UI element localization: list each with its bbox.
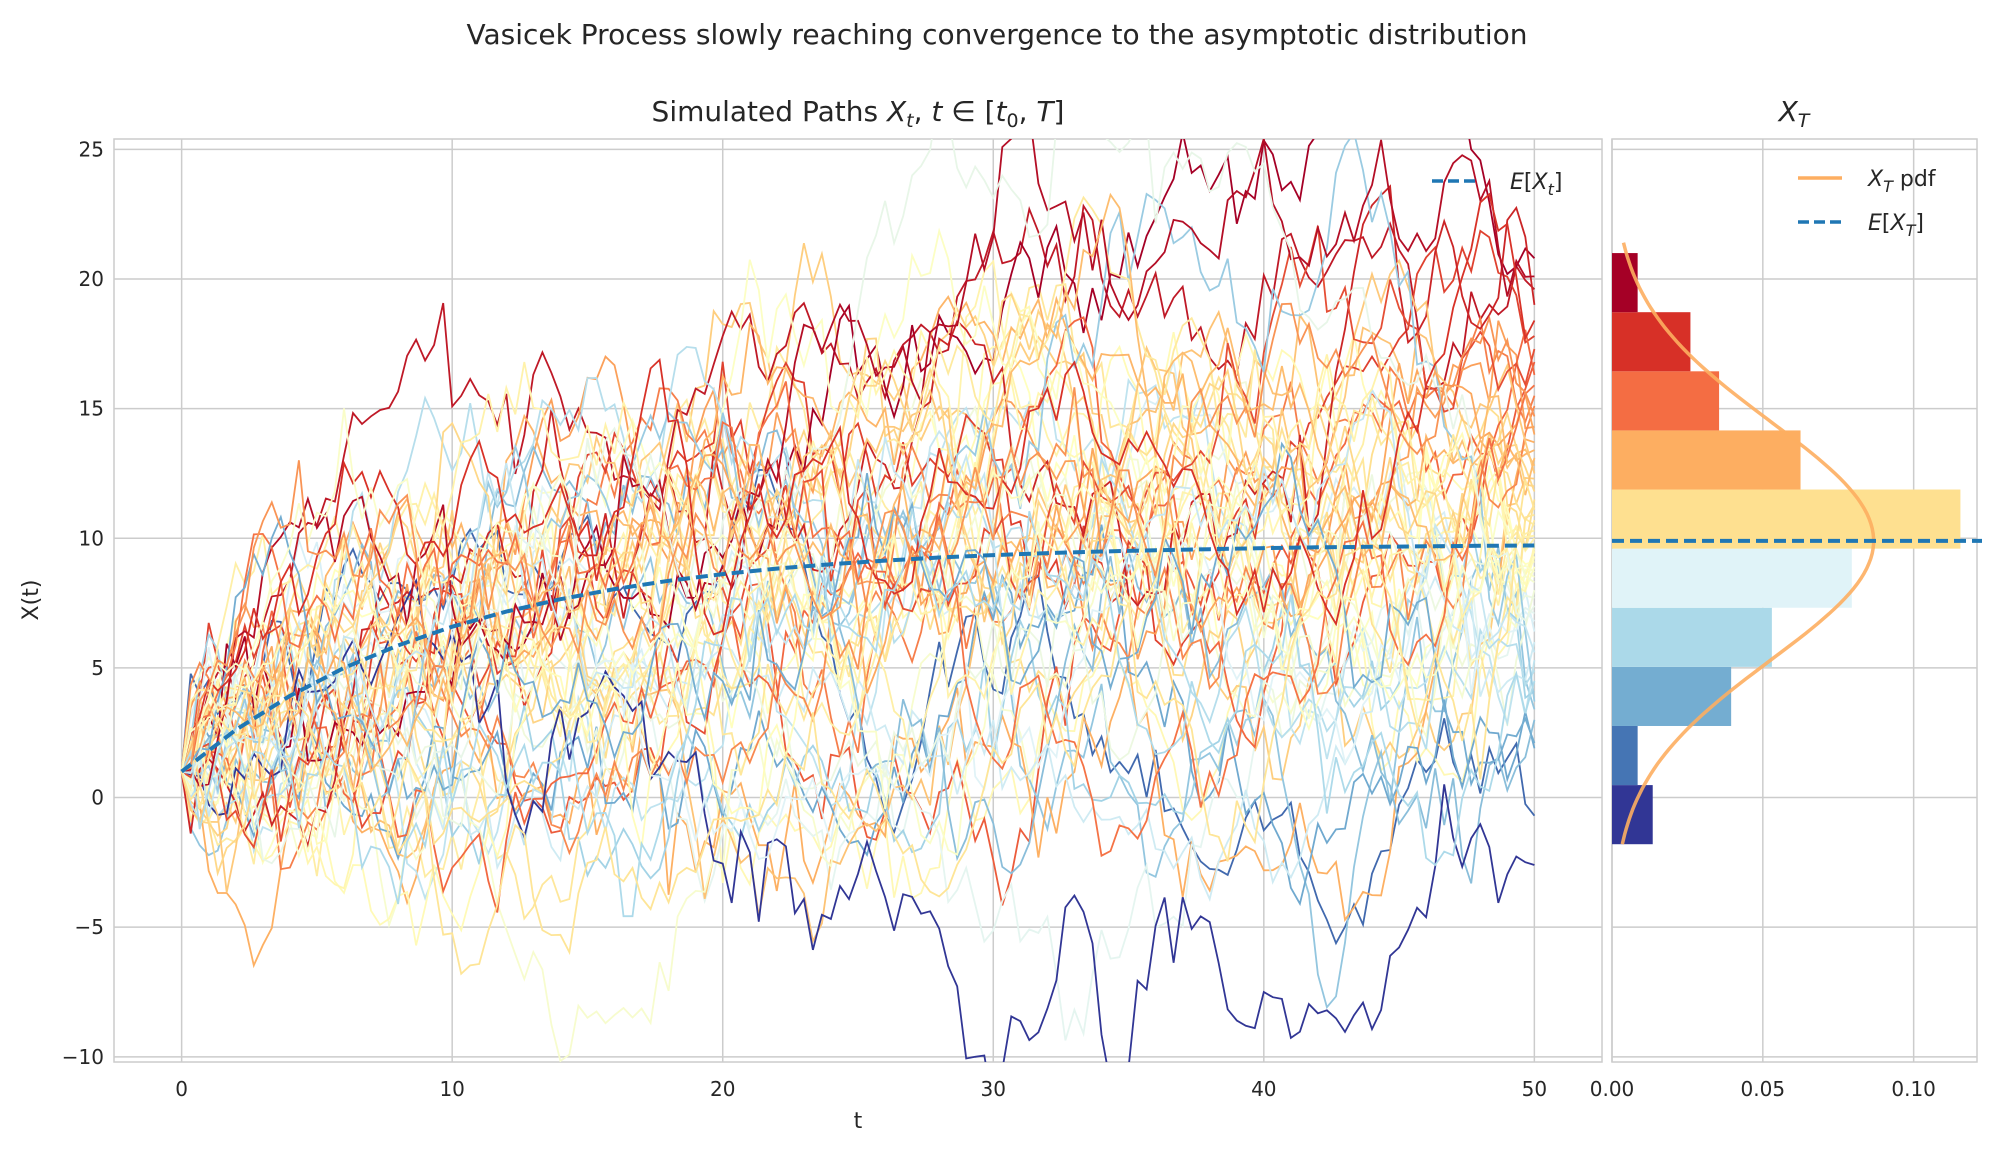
- paths-y-tick-label: 20: [79, 267, 104, 291]
- paths-y-tick-label: 10: [79, 526, 104, 550]
- paths-plot-frame: [113, 138, 1603, 1063]
- simulated-path: [180, 479, 1536, 976]
- paths-y-tick-label: 25: [79, 137, 104, 161]
- simulated-path: [180, 408, 1535, 856]
- simulated-path: [180, 354, 1535, 772]
- simulated-path: [180, 405, 1536, 856]
- mean-series-layer: [180, 543, 1535, 774]
- histogram-bar: [1612, 489, 1961, 549]
- hist-x-tick-label: 0.10: [1891, 1077, 1936, 1101]
- histogram-bar: [1612, 725, 1638, 786]
- simulated-path: [181, 229, 1535, 777]
- simulated-path: [180, 192, 1536, 772]
- simulated-path: [180, 195, 1536, 810]
- hist-title: XT: [1777, 95, 1811, 132]
- figure-suptitle: Vasicek Process slowly reaching converge…: [467, 18, 1528, 51]
- paths-y-tick-label: 5: [91, 656, 104, 680]
- simulated-path: [181, 438, 1535, 969]
- histogram-bar: [1612, 430, 1801, 490]
- paths-y-label: X(t): [19, 580, 44, 621]
- paths-x-label: t: [854, 1109, 863, 1134]
- pdf-curve-layer: [1620, 242, 1876, 845]
- paths-y-tick-label: −10: [62, 1045, 104, 1069]
- simulated-path: [180, 508, 1536, 918]
- paths-x-tick-label: 10: [439, 1077, 464, 1101]
- simulated-path: [181, 302, 1536, 773]
- paths-y-ticks: −10 −5 0 5 10 15 20 25: [62, 137, 104, 1068]
- pdf-curve: [1620, 242, 1876, 845]
- simulated-paths: [180, 139, 1536, 1062]
- paths-y-tick-label: 0: [91, 786, 104, 810]
- simulated-path: [181, 139, 1536, 773]
- paths-x-tick-label: 40: [1251, 1077, 1276, 1101]
- histogram-bar: [1612, 253, 1638, 313]
- simulated-path: [180, 184, 1536, 849]
- paths-x-tick-label: 30: [981, 1077, 1006, 1101]
- hist-x-tick-label: 0.05: [1741, 1077, 1786, 1101]
- legend-mean-label: E[Xt]: [1510, 170, 1562, 199]
- histogram-bars: [1612, 253, 1961, 845]
- simulated-path: [181, 381, 1536, 858]
- paths-x-ticks: 0 10 20 30 40 50: [175, 1077, 1547, 1101]
- paths-legend: E[Xt]: [1432, 170, 1562, 199]
- paths-x-tick-label: 50: [1522, 1077, 1547, 1101]
- hist-x-tick-label: 0.00: [1590, 1077, 1635, 1101]
- hist-legend: XT pdf E[XT]: [1798, 167, 1937, 240]
- simulated-path: [180, 441, 1536, 801]
- paths-x-tick-label: 0: [175, 1077, 188, 1101]
- paths-x-tick-label: 20: [710, 1077, 735, 1101]
- paths-panel: 0 10 20 30 40 50 −10 −5 0 5 10 15 20 25 Simulated Pa…: [19, 95, 1603, 1134]
- terminal-distribution-panel: 0.00 0.05 0.10 XT XT pdf E[XT]: [1590, 95, 1982, 1101]
- simulated-path: [180, 309, 1536, 944]
- simulated-path: [180, 395, 1535, 773]
- mean-series-line: [180, 543, 1535, 774]
- histogram-bar: [1612, 666, 1732, 726]
- paths-y-tick-label: 15: [79, 397, 104, 421]
- legend-pdf-label: XT pdf: [1867, 167, 1937, 196]
- paths-grid: [114, 139, 1602, 1062]
- simulated-path: [181, 577, 1535, 1062]
- simulated-path: [180, 525, 1535, 880]
- histogram-bar: [1612, 371, 1720, 431]
- histogram-bar: [1612, 607, 1772, 667]
- legend-terminal-mean-label: E[XT]: [1868, 211, 1924, 240]
- paths-y-tick-label: −5: [75, 915, 104, 939]
- hist-x-ticks: 0.00 0.05 0.10: [1590, 1077, 1936, 1101]
- paths-title: Simulated Paths Xt, t ∈ [t0, T]: [652, 95, 1065, 132]
- histogram-bar: [1612, 548, 1852, 608]
